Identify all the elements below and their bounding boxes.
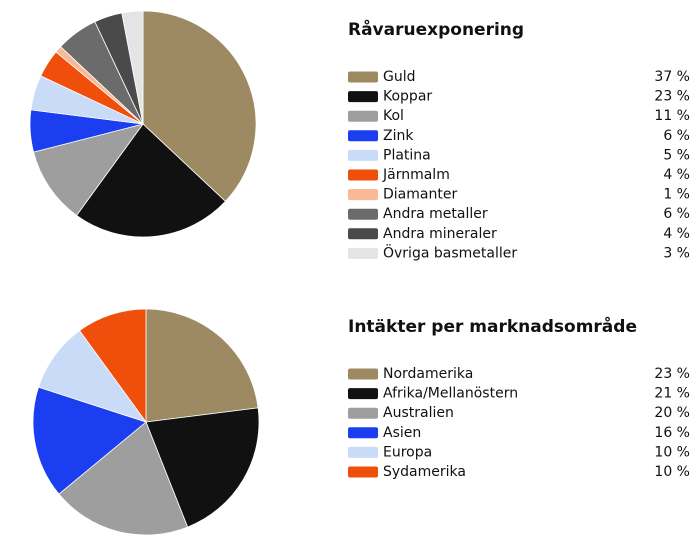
legend-label: Zink <box>383 128 414 144</box>
legend-label: Nordamerika <box>383 366 473 382</box>
pie-slice <box>145 308 259 423</box>
legend-value: 11 % <box>654 108 690 124</box>
legend-label: Andra mineraler <box>383 226 497 242</box>
legend-swatch <box>348 228 378 240</box>
legend-value: 20 % <box>654 405 690 421</box>
legend-label: Guld <box>383 69 416 85</box>
legend-swatch <box>348 446 378 458</box>
legend-swatch <box>348 91 378 103</box>
legend-value: 23 % <box>654 366 690 382</box>
legend-swatch <box>348 427 378 439</box>
pie-slice <box>79 308 147 424</box>
pie-slice <box>121 10 144 125</box>
legend-swatch <box>348 466 378 478</box>
pie-slice <box>33 123 144 216</box>
legend-swatch <box>348 388 378 400</box>
pie-slice <box>142 10 257 202</box>
legend-swatch <box>348 208 378 220</box>
legend-label: Afrika/Mellanöstern <box>383 386 518 402</box>
legend-swatch <box>348 110 378 122</box>
legend-label: Koppar <box>383 89 432 105</box>
legend-swatch <box>348 71 378 83</box>
legend-label: Platina <box>383 147 431 163</box>
legend-value: 5 % <box>663 147 690 163</box>
legend-label: Australien <box>383 405 454 421</box>
legend-label: Andra metaller <box>383 206 488 222</box>
legend-value: 4 % <box>663 226 690 242</box>
legend-title: Råvaruexponering <box>348 18 524 40</box>
legend-value: 6 % <box>663 128 690 144</box>
pie-slice <box>32 386 147 495</box>
legend-label: Järnmalm <box>382 167 450 183</box>
legend-value: 37 % <box>654 69 690 85</box>
legend-swatch <box>348 130 378 142</box>
legend-value: 10 % <box>654 444 690 460</box>
legend-value: 16 % <box>654 425 690 441</box>
legend-value: 21 % <box>654 386 690 402</box>
pie-slice <box>76 123 226 238</box>
legend-value: 23 % <box>654 89 690 105</box>
legend-swatch <box>348 368 378 380</box>
legend-value: 1 % <box>663 187 690 203</box>
legend-label: Diamanter <box>383 187 457 203</box>
legend-value: 6 % <box>663 206 690 222</box>
pie-slice <box>38 330 148 423</box>
legend-label: Asien <box>383 425 421 441</box>
legend-swatch <box>348 149 378 161</box>
legend-title: Intäkter per marknadsområde <box>348 315 637 337</box>
legend-label: Övriga basmetaller <box>383 243 517 261</box>
legend-label: Europa <box>383 444 432 460</box>
legend-label: Sydamerika <box>383 464 466 480</box>
legend-swatch <box>348 247 378 259</box>
legend-label: Kol <box>383 108 404 124</box>
legend-value: 4 % <box>663 167 690 183</box>
pie-slice <box>145 407 260 528</box>
pie-slice <box>58 421 189 536</box>
legend-value: 3 % <box>663 245 690 261</box>
legend-value: 10 % <box>654 464 690 480</box>
legend-swatch <box>348 189 378 201</box>
legend-swatch <box>348 407 378 419</box>
legend-swatch <box>348 169 378 181</box>
